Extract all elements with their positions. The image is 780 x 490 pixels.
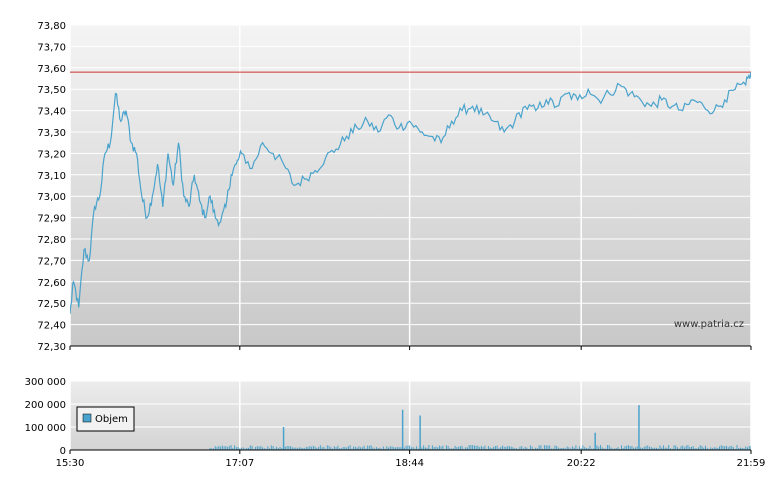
price-grid [69, 24, 752, 347]
price-panel: 72,30 72,40 72,50 72,60 72,70 72,80 72,90 73,00… [37, 21, 752, 353]
y-tick-label: 72,60 [37, 278, 66, 289]
y-tick-label: 73,30 [37, 128, 66, 139]
watermark: www.patria.cz [674, 319, 744, 330]
y-tick-label: 73,70 [37, 42, 66, 53]
price-plot-background [70, 25, 751, 346]
y-tick-label: 73,10 [37, 171, 66, 182]
y-tick-label: 72,30 [37, 342, 66, 353]
vol-y-tick-label: 300 000 [25, 377, 66, 388]
volume-plot-background [70, 381, 751, 450]
volume-panel: 0 100 000 200 000 300 000 15:30 17:07 18:44 20… [25, 377, 766, 469]
y-tick-label: 72,40 [37, 321, 66, 332]
price-y-ticks: 72,30 72,40 72,50 72,60 72,70 72,80 72,90 73,00… [37, 21, 66, 353]
legend-swatch [82, 413, 92, 423]
y-tick-label: 72,90 [37, 214, 66, 225]
x-tick-label: 21:59 [737, 458, 766, 469]
x-tick-label: 17:07 [225, 458, 254, 469]
price-line [70, 71, 751, 314]
vol-y-tick-label: 100 000 [25, 423, 66, 434]
y-tick-label: 72,50 [37, 299, 66, 310]
y-tick-label: 72,80 [37, 235, 66, 246]
vol-y-tick-label: 0 [60, 446, 66, 457]
x-tick-label: 18:44 [395, 458, 424, 469]
y-tick-label: 73,20 [37, 149, 66, 160]
y-tick-label: 73,00 [37, 192, 66, 203]
y-tick-label: 73,80 [37, 21, 66, 32]
volume-x-ticks: 15:30 17:07 18:44 20:22 21:59 [56, 450, 766, 469]
price-x-ticks [69, 346, 752, 350]
volume-legend: Objem [76, 406, 135, 432]
price-series-line [70, 71, 751, 314]
y-tick-label: 73,40 [37, 107, 66, 118]
x-tick-label: 15:30 [56, 458, 85, 469]
legend-label: Objem [95, 414, 128, 425]
y-tick-label: 73,50 [37, 85, 66, 96]
y-tick-label: 73,60 [37, 64, 66, 75]
vol-y-tick-label: 200 000 [25, 400, 66, 411]
x-tick-label: 20:22 [567, 458, 596, 469]
volume-y-ticks: 0 100 000 200 000 300 000 [25, 377, 66, 457]
y-tick-label: 72,70 [37, 256, 66, 267]
